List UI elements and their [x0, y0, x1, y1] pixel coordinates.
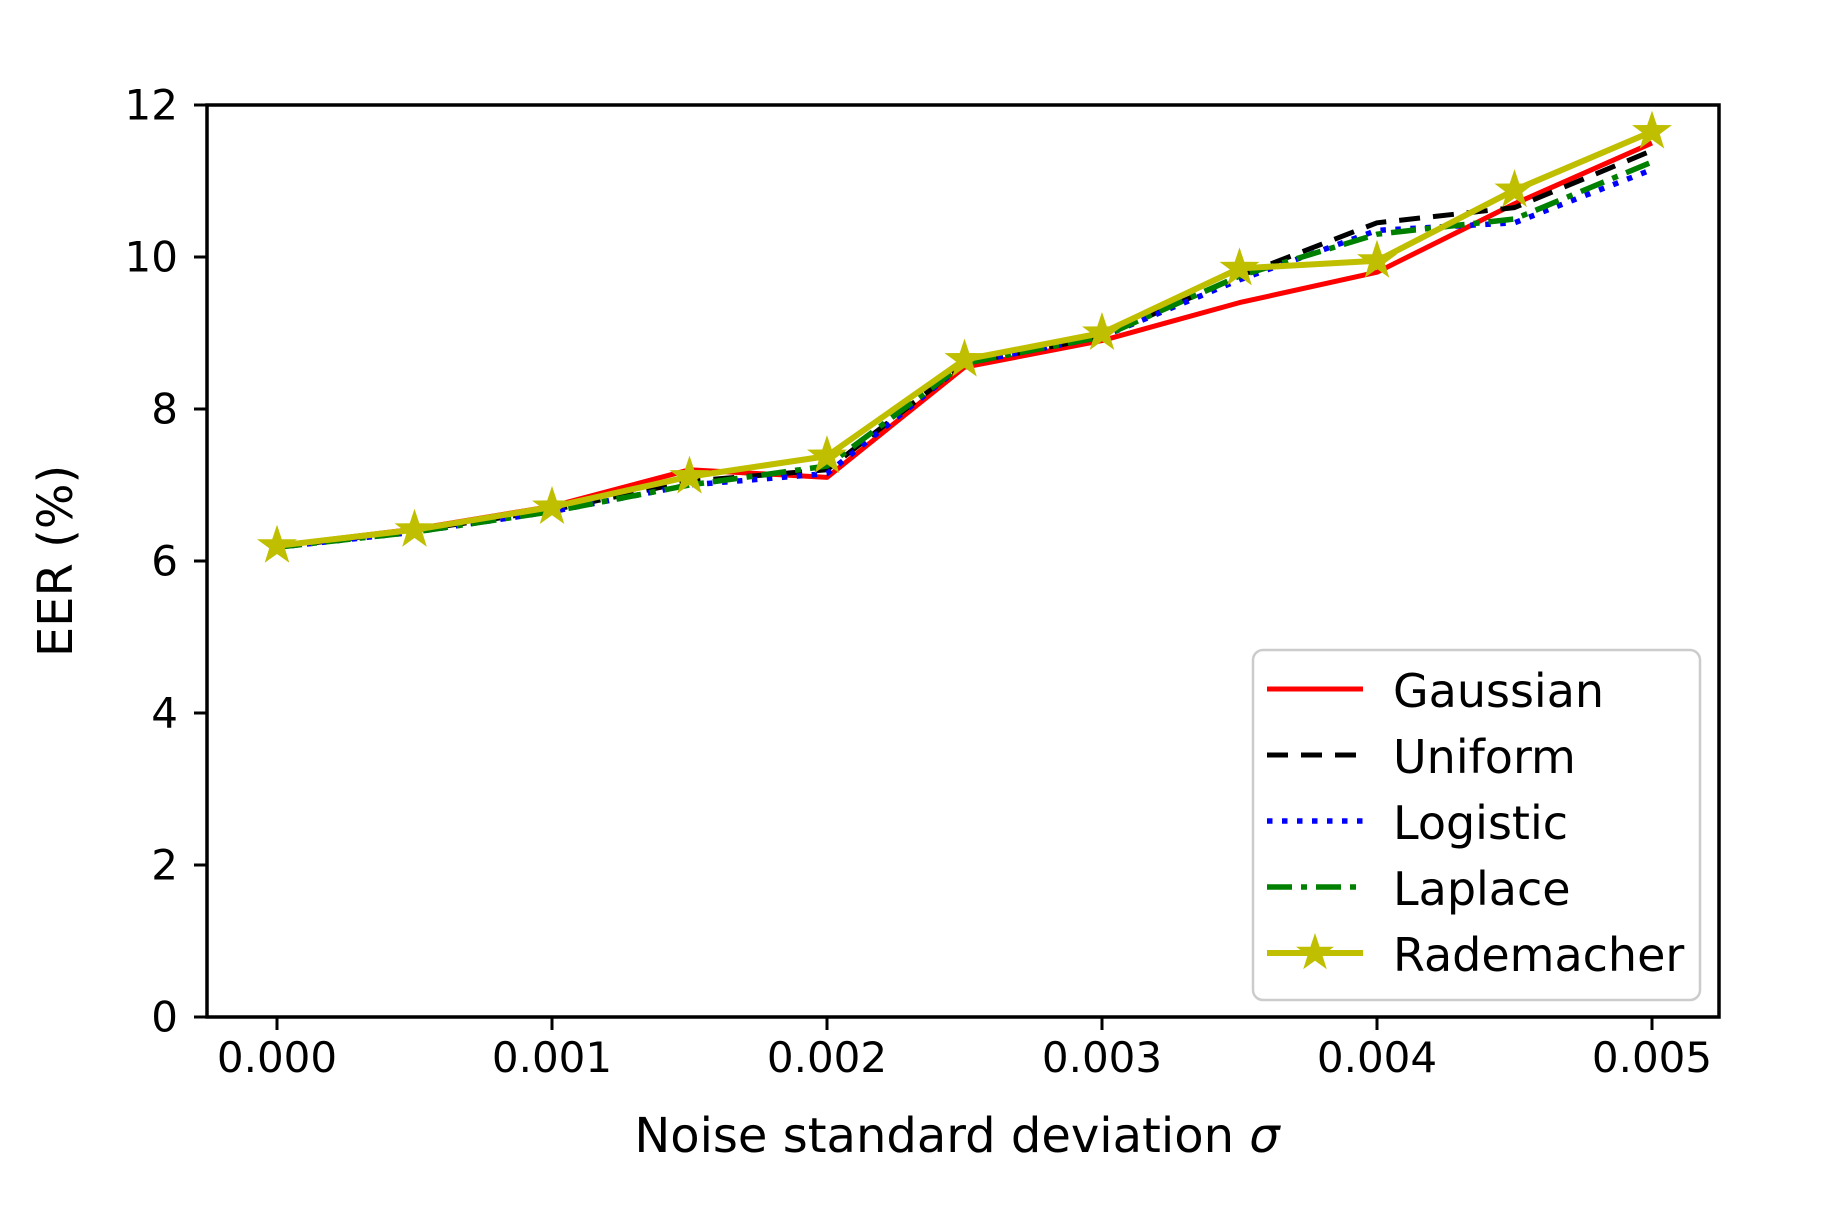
rademacher-star-marker [532, 486, 572, 524]
legend-label-rademacher: Rademacher [1393, 928, 1684, 982]
rademacher-star-marker [394, 508, 435, 547]
y-tick-label: 0 [151, 993, 178, 1042]
y-tick-label: 4 [151, 689, 178, 738]
legend-star-marker [1296, 933, 1334, 970]
rademacher-star-marker [807, 435, 847, 474]
series-line-laplace [276, 159, 1654, 551]
x-tick-label: 0.003 [1042, 1033, 1162, 1082]
x-tick-label: 0.002 [767, 1033, 887, 1082]
legend-label-laplace: Laplace [1393, 862, 1571, 916]
x-tick-label: 0.004 [1317, 1033, 1437, 1082]
y-tick-label: 6 [151, 537, 178, 586]
legend-box [1251, 648, 1702, 1002]
legend-label-gaussian: Gaussian [1393, 664, 1604, 718]
rademacher-star-marker [669, 455, 710, 494]
legend-label-logistic: Logistic [1393, 796, 1568, 850]
x-tick-label: 0.001 [492, 1033, 612, 1082]
rademacher-star-marker [1082, 312, 1122, 350]
y-tick-label: 2 [151, 841, 178, 890]
rademacher-star-marker [1494, 169, 1535, 208]
rademacher-star-marker [1219, 247, 1260, 286]
x-tick-label: 0.000 [217, 1033, 337, 1082]
x-axis-label: Noise standard deviation σ [634, 1108, 1281, 1164]
y-tick-label: 8 [151, 385, 178, 434]
rademacher-star-marker [944, 338, 985, 377]
y-axis-label: EER (%) [28, 465, 84, 657]
rademacher-star-marker [257, 524, 297, 563]
rademacher-star-marker [1357, 239, 1397, 278]
x-tick-label: 0.005 [1592, 1033, 1712, 1082]
y-tick-label: 10 [125, 233, 178, 282]
rademacher-star-marker [1632, 110, 1672, 149]
legend-label-uniform: Uniform [1393, 730, 1576, 784]
y-tick-label: 12 [125, 81, 178, 130]
